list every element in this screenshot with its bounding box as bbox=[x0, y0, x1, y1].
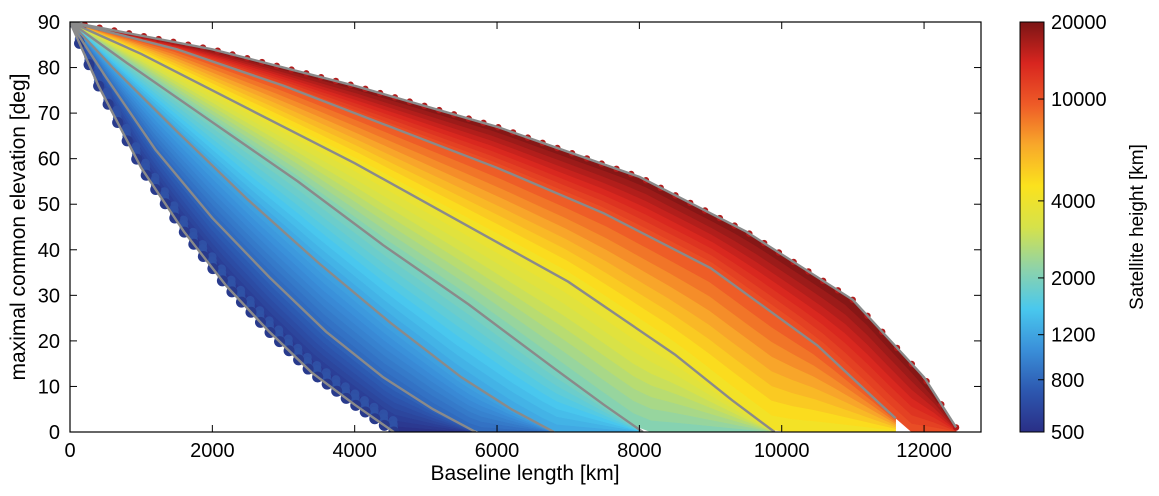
colorbar-tick-label: 20000 bbox=[1051, 12, 1107, 34]
series-line bbox=[70, 22, 477, 432]
height-curves bbox=[70, 22, 958, 432]
colorbar-tick-label: 500 bbox=[1051, 422, 1084, 444]
series-line bbox=[70, 22, 395, 432]
x-tick-label: 2000 bbox=[190, 440, 235, 462]
x-tick-label: 4000 bbox=[332, 440, 377, 462]
series-line bbox=[70, 22, 958, 429]
y-tick-label: 80 bbox=[38, 58, 60, 80]
y-tick-label: 60 bbox=[38, 149, 60, 171]
heat-band bbox=[70, 22, 957, 432]
colorbar-tick-label: 2000 bbox=[1051, 268, 1096, 290]
x-tick-label: 8000 bbox=[617, 440, 662, 462]
y-tick-label: 20 bbox=[38, 331, 60, 353]
x-axis-label: Baseline length [km] bbox=[430, 462, 619, 485]
colorbar-tick-label: 10000 bbox=[1051, 89, 1107, 111]
y-tick-label: 10 bbox=[38, 376, 60, 398]
plot-frame bbox=[69, 21, 982, 433]
colorbar bbox=[1019, 21, 1045, 433]
y-tick-label: 50 bbox=[38, 194, 60, 216]
y-tick-label: 40 bbox=[38, 240, 60, 262]
series-line bbox=[70, 22, 776, 432]
colorbar-ticks: 20000 10000 4000 2000 1200 800 500 bbox=[1038, 12, 1107, 444]
x-tick-label: 12000 bbox=[896, 440, 952, 462]
y-tick-label: 0 bbox=[49, 422, 60, 444]
x-axis: 0 2000 4000 6000 8000 10000 12000 bbox=[64, 22, 952, 462]
y-tick-label: 90 bbox=[38, 12, 60, 34]
colorbar-tick-label: 1200 bbox=[1051, 325, 1096, 347]
colorbar-label: Satellite height [km] bbox=[1127, 144, 1148, 310]
x-tick-label: 0 bbox=[64, 440, 75, 462]
series-line bbox=[70, 22, 897, 420]
y-axis: 0 10 20 30 40 50 60 70 80 90 bbox=[38, 12, 981, 444]
colorbar-tick-label: 4000 bbox=[1051, 191, 1096, 213]
y-tick-label: 30 bbox=[38, 285, 60, 307]
x-tick-label: 10000 bbox=[754, 440, 810, 462]
x-tick-label: 6000 bbox=[475, 440, 520, 462]
y-tick-label: 70 bbox=[38, 103, 60, 125]
colorbar-tick-label: 800 bbox=[1051, 370, 1084, 392]
series-line bbox=[70, 22, 644, 432]
y-axis-label: maximal common elevation [deg] bbox=[7, 74, 30, 381]
series-line bbox=[70, 22, 555, 432]
